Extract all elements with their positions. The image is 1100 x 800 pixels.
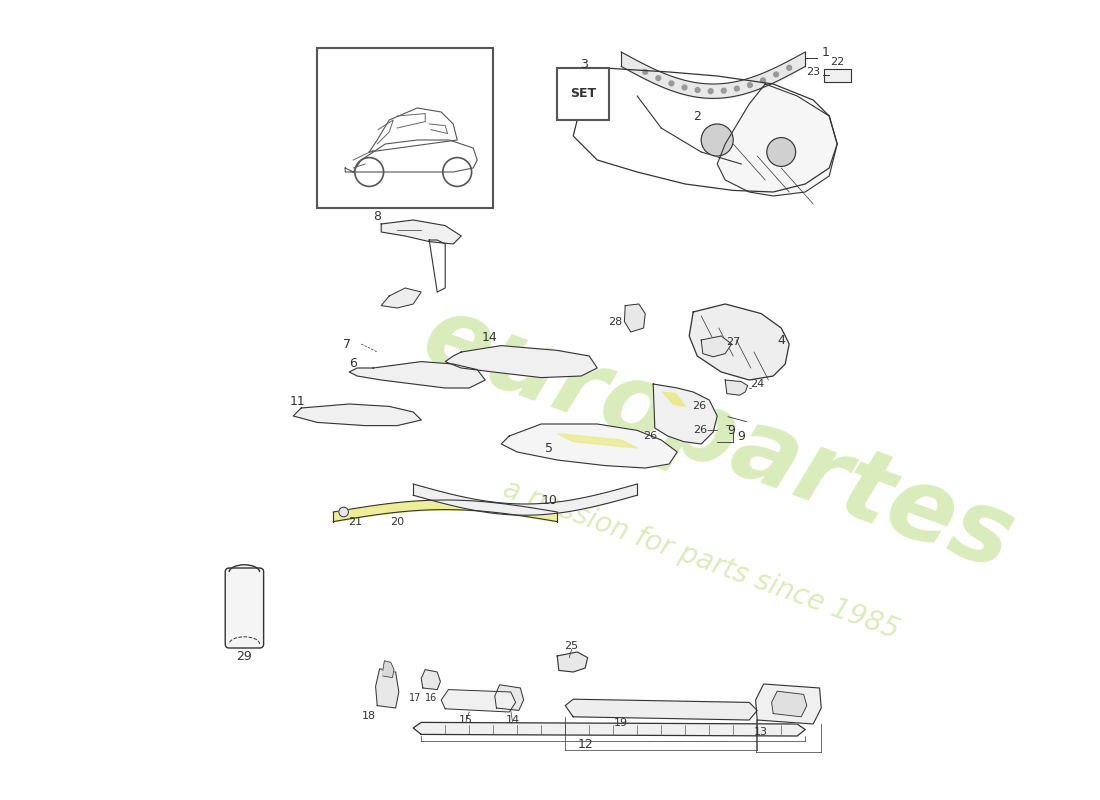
Polygon shape	[565, 699, 757, 720]
Text: europartes: europartes	[409, 288, 1025, 592]
Polygon shape	[756, 684, 822, 724]
Text: 8: 8	[373, 210, 382, 222]
Text: 21: 21	[349, 517, 363, 526]
Polygon shape	[771, 691, 806, 717]
Text: 18: 18	[362, 711, 376, 721]
Text: 29: 29	[236, 650, 252, 662]
Text: 13: 13	[755, 727, 768, 737]
Polygon shape	[717, 84, 837, 196]
Text: 9: 9	[728, 424, 736, 437]
Text: 27: 27	[726, 338, 740, 347]
Text: 1: 1	[822, 46, 829, 58]
Polygon shape	[382, 220, 461, 244]
Polygon shape	[690, 304, 789, 380]
Text: 26: 26	[644, 431, 657, 441]
Circle shape	[642, 70, 648, 74]
Polygon shape	[375, 669, 399, 708]
Circle shape	[701, 124, 734, 156]
Text: 22: 22	[830, 58, 845, 67]
Circle shape	[735, 86, 739, 91]
Circle shape	[786, 66, 792, 70]
Circle shape	[708, 89, 713, 94]
Polygon shape	[663, 392, 685, 406]
Polygon shape	[421, 670, 440, 690]
Text: 24: 24	[750, 379, 764, 389]
Text: 15: 15	[459, 715, 473, 725]
Polygon shape	[441, 690, 516, 712]
Circle shape	[656, 76, 661, 81]
Text: 5: 5	[546, 442, 553, 454]
Polygon shape	[502, 424, 678, 468]
Polygon shape	[294, 404, 421, 426]
Text: SET: SET	[571, 87, 596, 100]
Text: 17: 17	[408, 693, 421, 702]
Text: 23: 23	[806, 67, 821, 77]
Circle shape	[682, 85, 686, 90]
Text: 14: 14	[505, 715, 519, 725]
FancyBboxPatch shape	[558, 68, 609, 120]
Text: 10: 10	[541, 494, 558, 507]
Polygon shape	[725, 380, 748, 395]
Polygon shape	[383, 661, 394, 678]
Text: 28: 28	[608, 317, 623, 326]
Polygon shape	[701, 336, 732, 357]
Text: 9: 9	[737, 430, 745, 442]
Polygon shape	[349, 362, 485, 388]
Text: 16: 16	[425, 693, 437, 702]
Text: 11: 11	[289, 395, 305, 408]
Text: 19: 19	[614, 718, 628, 728]
FancyBboxPatch shape	[226, 568, 264, 648]
Circle shape	[669, 81, 674, 86]
Polygon shape	[414, 722, 805, 736]
Polygon shape	[653, 384, 717, 444]
Text: 6: 6	[350, 358, 358, 370]
Text: 20: 20	[390, 517, 405, 526]
Text: 26—: 26—	[694, 426, 718, 435]
Circle shape	[695, 88, 700, 93]
Polygon shape	[446, 346, 597, 378]
Text: 7: 7	[343, 338, 351, 350]
Circle shape	[722, 88, 726, 93]
FancyBboxPatch shape	[824, 69, 850, 82]
Text: 25: 25	[564, 642, 579, 651]
Text: 12: 12	[579, 738, 594, 750]
Text: 4: 4	[778, 334, 785, 346]
Circle shape	[773, 72, 779, 77]
Circle shape	[339, 507, 349, 517]
Polygon shape	[625, 304, 646, 332]
FancyBboxPatch shape	[317, 48, 493, 208]
Text: 3: 3	[580, 58, 587, 70]
Polygon shape	[495, 685, 524, 710]
Text: 14: 14	[482, 331, 497, 344]
Polygon shape	[558, 652, 587, 672]
Circle shape	[767, 138, 795, 166]
Polygon shape	[558, 434, 637, 448]
Text: a passion for parts since 1985: a passion for parts since 1985	[499, 475, 903, 645]
Text: 26: 26	[693, 402, 706, 411]
Circle shape	[748, 82, 752, 87]
Circle shape	[760, 78, 766, 82]
Polygon shape	[382, 288, 421, 308]
Text: 2: 2	[693, 110, 701, 122]
